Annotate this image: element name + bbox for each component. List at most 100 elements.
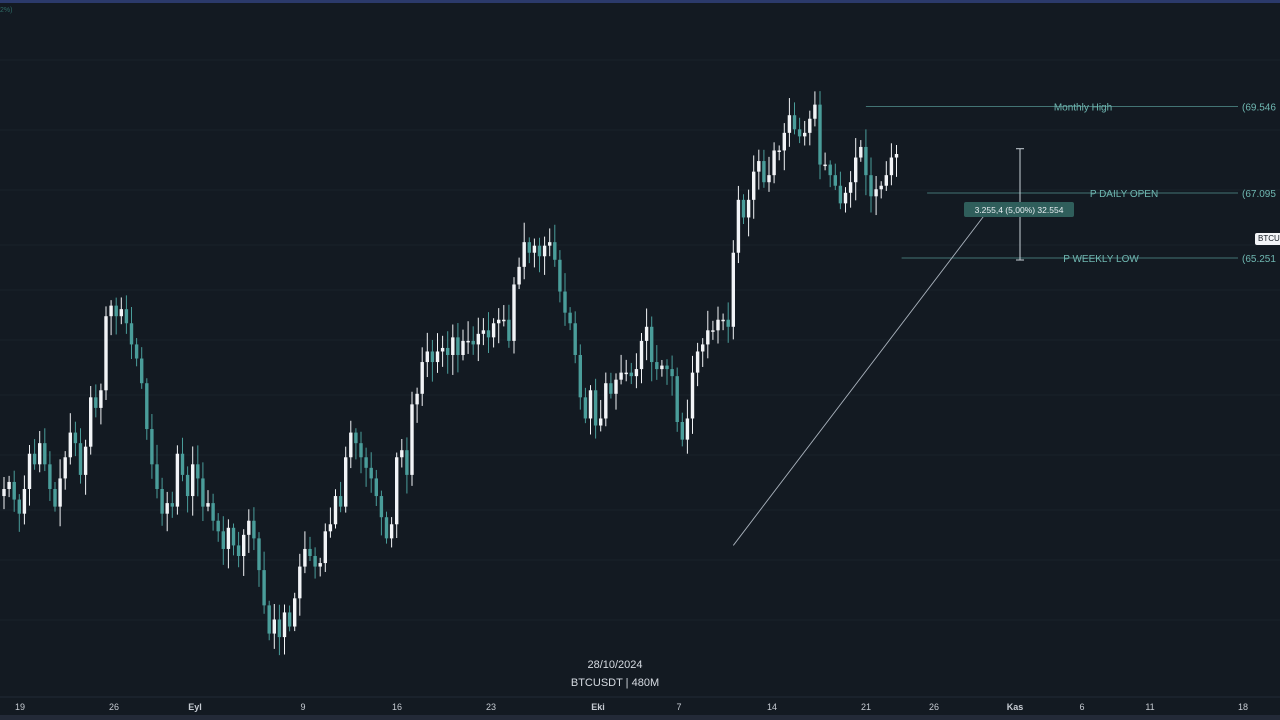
candle xyxy=(512,277,516,354)
candle xyxy=(629,362,633,385)
candle xyxy=(282,604,287,655)
candle xyxy=(604,372,608,427)
candle xyxy=(782,123,786,171)
candle xyxy=(32,439,37,470)
candle xyxy=(287,605,292,632)
candle xyxy=(721,313,725,331)
bottom-scrollbar[interactable] xyxy=(0,715,1280,720)
candle xyxy=(119,297,123,325)
candle xyxy=(456,323,460,373)
candle xyxy=(466,321,470,354)
candle xyxy=(104,306,108,401)
trendline[interactable] xyxy=(732,203,994,546)
candle xyxy=(99,383,103,425)
grid-lines xyxy=(0,59,1280,621)
x-tick-label: Kas xyxy=(1007,702,1024,712)
candle xyxy=(894,145,899,177)
candle xyxy=(257,532,261,587)
candle xyxy=(298,553,302,616)
candle xyxy=(660,359,664,377)
candle xyxy=(471,326,475,355)
candle xyxy=(690,355,695,434)
candle xyxy=(813,91,817,127)
candle xyxy=(491,318,496,348)
candle xyxy=(787,98,792,147)
candle xyxy=(706,310,710,359)
candle xyxy=(425,332,429,378)
candle xyxy=(752,155,756,219)
candle xyxy=(129,306,134,360)
candle xyxy=(150,414,154,479)
candle xyxy=(527,237,531,264)
candle xyxy=(78,428,83,484)
candle xyxy=(502,305,506,327)
measure-label-box xyxy=(964,202,1074,217)
candle xyxy=(226,519,231,569)
candle xyxy=(201,462,205,522)
candle xyxy=(364,447,368,487)
candle xyxy=(231,523,236,556)
candle xyxy=(650,316,654,382)
candle xyxy=(252,507,256,551)
x-tick-label: 26 xyxy=(109,702,119,712)
candle xyxy=(833,163,837,191)
measure-label: 3.255,4 (5,00%) 32.554 xyxy=(975,205,1064,215)
candle xyxy=(838,171,843,210)
candle xyxy=(22,475,27,525)
x-tick-label: Eki xyxy=(591,702,605,712)
candle xyxy=(619,354,623,385)
candle xyxy=(430,339,435,382)
candle xyxy=(588,385,593,435)
x-tick-label: 18 xyxy=(1238,702,1248,712)
level-label-1: P DAILY OPEN xyxy=(1090,189,1158,200)
level-value-1: (67.095 xyxy=(1242,189,1276,200)
candle xyxy=(405,437,409,494)
drawings-layer[interactable]: Monthly High (69.546 P DAILY OPEN (67.095 P … xyxy=(732,103,1276,546)
x-tick-label: 11 xyxy=(1145,702,1154,712)
candle xyxy=(655,345,659,380)
candle xyxy=(170,491,174,518)
candle xyxy=(206,490,210,512)
candle xyxy=(558,250,562,303)
x-axis[interactable]: 19 26 Eyl 9 16 23 Eki 7 14 21 26 Kas 6 11 18 xyxy=(0,696,1280,712)
candle xyxy=(823,152,827,171)
candle xyxy=(675,367,679,432)
candle xyxy=(726,302,730,343)
candle xyxy=(889,143,894,186)
candle xyxy=(155,444,159,499)
candle xyxy=(293,592,297,632)
candle xyxy=(573,311,577,364)
candle xyxy=(236,531,241,568)
candle xyxy=(808,110,812,146)
top-border xyxy=(0,0,1280,3)
candle xyxy=(400,439,404,468)
candle xyxy=(639,333,644,384)
candle xyxy=(124,295,129,334)
candle xyxy=(670,355,674,396)
x-tick-label: 7 xyxy=(676,702,681,712)
candle xyxy=(354,428,358,460)
candle xyxy=(140,347,144,389)
candle xyxy=(328,507,333,538)
candle xyxy=(869,157,873,213)
candle xyxy=(522,222,526,280)
candle xyxy=(160,477,164,526)
watermark-date: 28/10/2024 xyxy=(587,659,643,671)
candle xyxy=(389,517,394,548)
candle xyxy=(614,373,618,410)
x-tick-label: 19 xyxy=(15,702,25,712)
candle xyxy=(63,451,67,490)
level-label-2: P WEEKLY LOW xyxy=(1063,254,1139,265)
candle xyxy=(384,511,389,544)
candle xyxy=(48,451,52,501)
candle xyxy=(349,420,353,469)
x-tick-label: 14 xyxy=(767,702,777,712)
price-range-measure[interactable]: 3.255,4 (5,00%) 32.554 xyxy=(964,148,1074,261)
candle xyxy=(134,338,139,367)
candle xyxy=(379,490,384,536)
candle xyxy=(517,257,521,290)
candle xyxy=(716,306,720,344)
candle xyxy=(374,469,378,506)
